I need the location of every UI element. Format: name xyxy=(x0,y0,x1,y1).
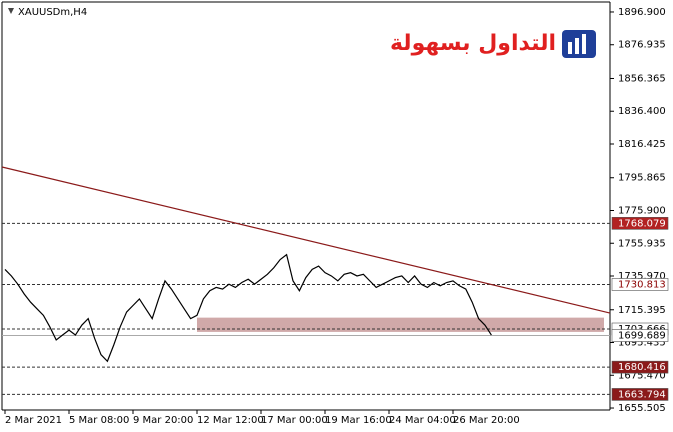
level-label: 1663.794 xyxy=(618,389,666,400)
level-label-box xyxy=(611,217,669,230)
level-label: 1699.689 xyxy=(618,331,666,342)
y-tick-label: 1836.400 xyxy=(618,106,666,117)
x-tick-label: 9 Mar 20:00 xyxy=(133,415,193,426)
x-tick-label: 19 Mar 16:00 xyxy=(325,415,392,426)
logo-text: التداول بسهولة xyxy=(390,31,556,56)
level-label-box xyxy=(611,278,669,291)
symbol-icon xyxy=(8,8,14,14)
trendline xyxy=(1,166,611,314)
logo-icon xyxy=(568,42,572,54)
y-tick-label: 1655.505 xyxy=(618,403,666,414)
logo: التداول بسهولة xyxy=(390,30,596,58)
level-label-box xyxy=(611,360,669,374)
y-tick-label: 1896.900 xyxy=(618,7,666,18)
y-tick-label: 1856.365 xyxy=(618,73,666,84)
logo-icon xyxy=(575,38,579,54)
zone xyxy=(197,317,604,332)
y-tick-label: 1816.425 xyxy=(618,139,666,150)
x-tick-label: 5 Mar 08:00 xyxy=(69,415,129,426)
logo-icon xyxy=(582,34,586,54)
y-tick-label: 1695.435 xyxy=(618,338,666,349)
y-tick-label: 1715.395 xyxy=(618,305,666,316)
y-tick-label: 1795.865 xyxy=(618,173,666,184)
x-tick-label: 26 Mar 20:00 xyxy=(453,415,520,426)
y-tick-label: 1735.970 xyxy=(618,271,666,282)
x-tick-label: 12 Mar 12:00 xyxy=(197,415,264,426)
level-label: 1680.416 xyxy=(618,362,666,373)
chart-title: XAUUSDm,H4 xyxy=(18,7,87,18)
y-tick-label: 1775.900 xyxy=(618,205,666,216)
price-line xyxy=(4,253,492,363)
x-tick-label: 24 Mar 04:00 xyxy=(389,415,456,426)
level-label-box xyxy=(611,388,669,401)
x-tick-label: 2 Mar 2021 xyxy=(5,415,62,426)
level-label: 1768.079 xyxy=(618,218,666,229)
x-tick-label: 17 Mar 00:00 xyxy=(261,415,328,426)
y-tick-label: 1675.470 xyxy=(618,370,666,381)
y-tick-label: 1755.935 xyxy=(618,238,666,249)
y-tick-label: 1876.935 xyxy=(618,40,666,51)
level-label-box xyxy=(611,329,669,342)
level-label: 1730.813 xyxy=(618,279,666,290)
